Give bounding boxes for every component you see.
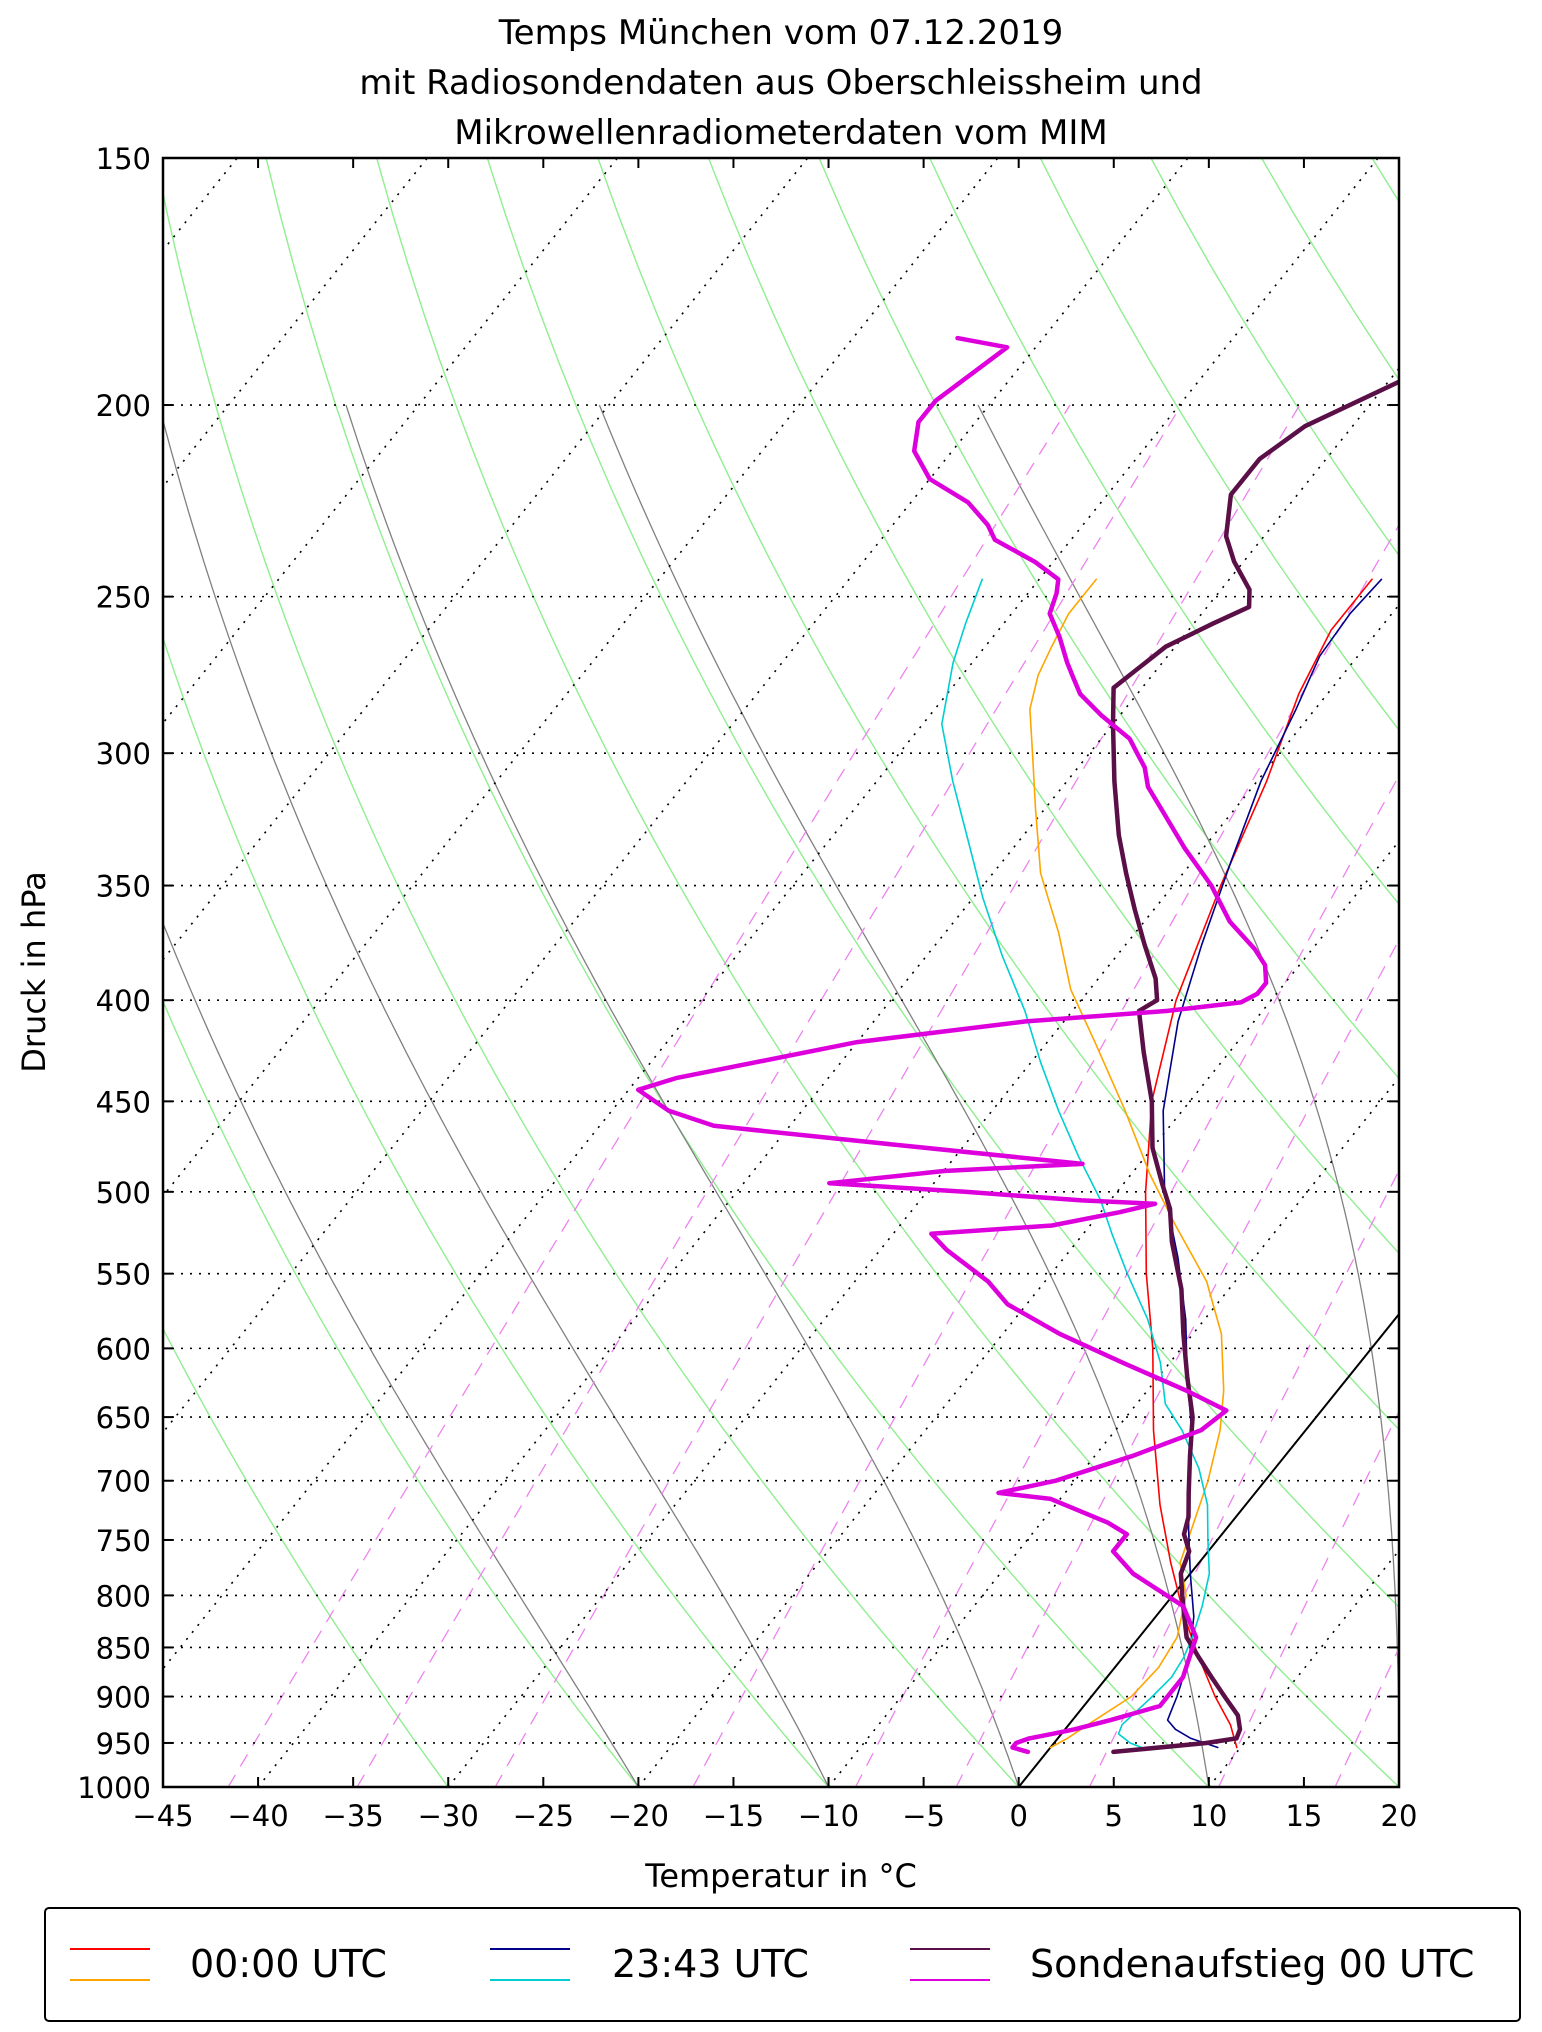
moist-adiabat: [163, 417, 830, 1787]
y-tick-label: 350: [96, 870, 151, 904]
x-tick-label: 20: [1381, 1799, 1418, 1833]
dry-adiabat: [265, 158, 1210, 1787]
mixing-ratio-line: [227, 404, 1071, 1787]
zero-degree-isotherm: [1017, 1312, 1399, 1787]
mixing-ratio-line: [1421, 405, 1542, 1787]
series-line-2-temperature: [1162, 578, 1383, 1749]
series-line-4-temperature: [1110, 379, 1399, 1755]
dry-adiabat: [1445, 99, 1542, 1787]
moist-adiabat: [598, 404, 1210, 1787]
legend-label-2343-utc: 23:43 UTC: [612, 1942, 809, 1986]
x-tick-label: 10: [1190, 1799, 1227, 1833]
background-lines: [163, 99, 1542, 1787]
mixing-ratio-line: [854, 774, 1399, 1787]
mixing-ratio-line: [1218, 1410, 1399, 1787]
isotherm: [1018, 1312, 1399, 1787]
y-tick-label: 150: [96, 142, 151, 176]
plot-frame: [161, 156, 1401, 1789]
series-line-3-dewpoint: [940, 578, 1211, 1749]
mixing-ratio-line: [356, 404, 1182, 1787]
mixing-ratio-line: [955, 938, 1399, 1787]
x-tick-label: −30: [418, 1799, 479, 1833]
mixing-ratio-line: [494, 404, 1301, 1787]
isotherm: [163, 158, 1379, 1671]
y-tick-label: 250: [96, 581, 151, 615]
mixing-ratio-line: [1088, 1169, 1399, 1787]
isotherm: [163, 158, 999, 1198]
y-axis-label: Druck in hPa: [15, 871, 53, 1072]
isotherm: [447, 603, 1399, 1787]
chart-title: Temps München vom 07.12.2019 mit Radioso…: [359, 13, 1202, 153]
isotherm: [163, 158, 1189, 1434]
x-tick-label: 5: [1105, 1799, 1123, 1833]
title-line-3: Mikrowellenradiometerdaten vom MIM: [454, 113, 1107, 153]
y-tick-label: 200: [96, 389, 151, 423]
x-tick-label: −35: [323, 1799, 384, 1833]
mixing-ratio-line: [692, 523, 1399, 1787]
mixing-ratio-line: [1489, 405, 1542, 1787]
dry-adiabat: [1260, 158, 1399, 381]
x-tick-label: −5: [902, 1799, 945, 1833]
dry-adiabat: [163, 189, 1020, 1787]
legend-label-sondenaufstieg: Sondenaufstieg 00 UTC: [1030, 1942, 1474, 1986]
mixing-ratio-line: [1334, 1646, 1399, 1787]
y-tick-label: 800: [96, 1579, 151, 1613]
y-axis-ticks: 150 200 250 300 350 400 450 500 550 600 650 700 750 8…: [77, 142, 1399, 1805]
title-line-1: Temps München vom 07.12.2019: [498, 13, 1064, 53]
dry-adiabat: [1039, 158, 1399, 732]
dry-adiabat: [486, 158, 1399, 1609]
series-layer: [635, 335, 1399, 1755]
isotherm: [1208, 1549, 1399, 1787]
x-tick-label: −40: [227, 1799, 288, 1833]
dry-adiabat: [928, 158, 1399, 906]
x-tick-label: −20: [608, 1799, 669, 1833]
legend: 00:00 UTC 23:43 UTC Sondenaufstieg 00 UT…: [44, 1907, 1521, 2022]
x-tick-label: 0: [1009, 1799, 1027, 1833]
y-tick-label: 650: [96, 1401, 151, 1435]
legend-label-0000-utc: 00:00 UTC: [190, 1942, 387, 1986]
series-line-1-dewpoint: [1029, 578, 1225, 1749]
isotherm: [1398, 1785, 1399, 1787]
y-tick-label: 600: [96, 1332, 151, 1366]
y-tick-label: 500: [96, 1176, 151, 1210]
dry-adiabat: [597, 158, 1399, 1431]
y-tick-label: 1000: [77, 1771, 151, 1805]
y-tick-label: 950: [96, 1727, 151, 1761]
x-tick-label: −15: [703, 1799, 764, 1833]
isotherm: [637, 840, 1399, 1787]
x-tick-label: −10: [798, 1799, 859, 1833]
y-tick-label: 850: [96, 1631, 151, 1665]
y-tick-label: 550: [96, 1258, 151, 1292]
x-axis-ticks: −45 −40 −35 −30 −25 −20 −15 −10 −5 0 5 10 15 20: [132, 158, 1417, 1833]
dry-adiabat: [818, 158, 1399, 1080]
dry-adiabat: [1371, 158, 1399, 203]
moist-adiabat: [977, 404, 1399, 1787]
title-line-2: mit Radiosondendaten aus Oberschleisshei…: [359, 63, 1202, 103]
dry-adiabat: [163, 636, 830, 1787]
y-tick-label: 900: [96, 1681, 151, 1715]
y-tick-label: 450: [96, 1085, 151, 1119]
legend-box: [44, 1907, 1521, 2022]
dry-adiabat: [163, 999, 639, 1787]
dry-adiabat: [707, 158, 1399, 1255]
y-tick-label: 750: [96, 1524, 151, 1558]
dry-adiabat: [375, 158, 1399, 1787]
x-axis-label: Temperatur in °C: [644, 1857, 917, 1895]
x-tick-label: 15: [1285, 1799, 1322, 1833]
x-tick-label: −45: [132, 1799, 193, 1833]
y-tick-label: 700: [96, 1465, 151, 1499]
dry-adiabat: [163, 1327, 449, 1787]
x-tick-label: −25: [513, 1799, 574, 1833]
isotherm: [163, 158, 428, 488]
isotherm: [257, 367, 1399, 1787]
y-tick-label: 300: [96, 737, 151, 771]
series-line-5-dewpoint: [635, 335, 1269, 1755]
isotherm: [163, 158, 619, 725]
y-tick-label: 400: [96, 984, 151, 1018]
moist-adiabat: [345, 404, 1020, 1787]
